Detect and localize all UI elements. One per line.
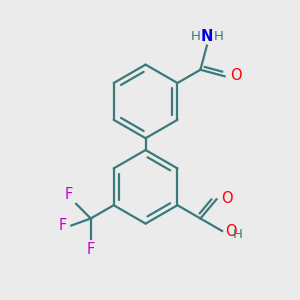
Text: H: H [213,30,223,43]
Text: F: F [87,242,95,257]
Text: H: H [233,228,243,241]
Text: F: F [65,188,73,202]
Text: O: O [221,191,232,206]
Text: O: O [230,68,242,83]
Text: O: O [226,224,237,239]
Text: N: N [201,29,213,44]
Text: H: H [190,30,200,43]
Text: F: F [59,218,67,233]
